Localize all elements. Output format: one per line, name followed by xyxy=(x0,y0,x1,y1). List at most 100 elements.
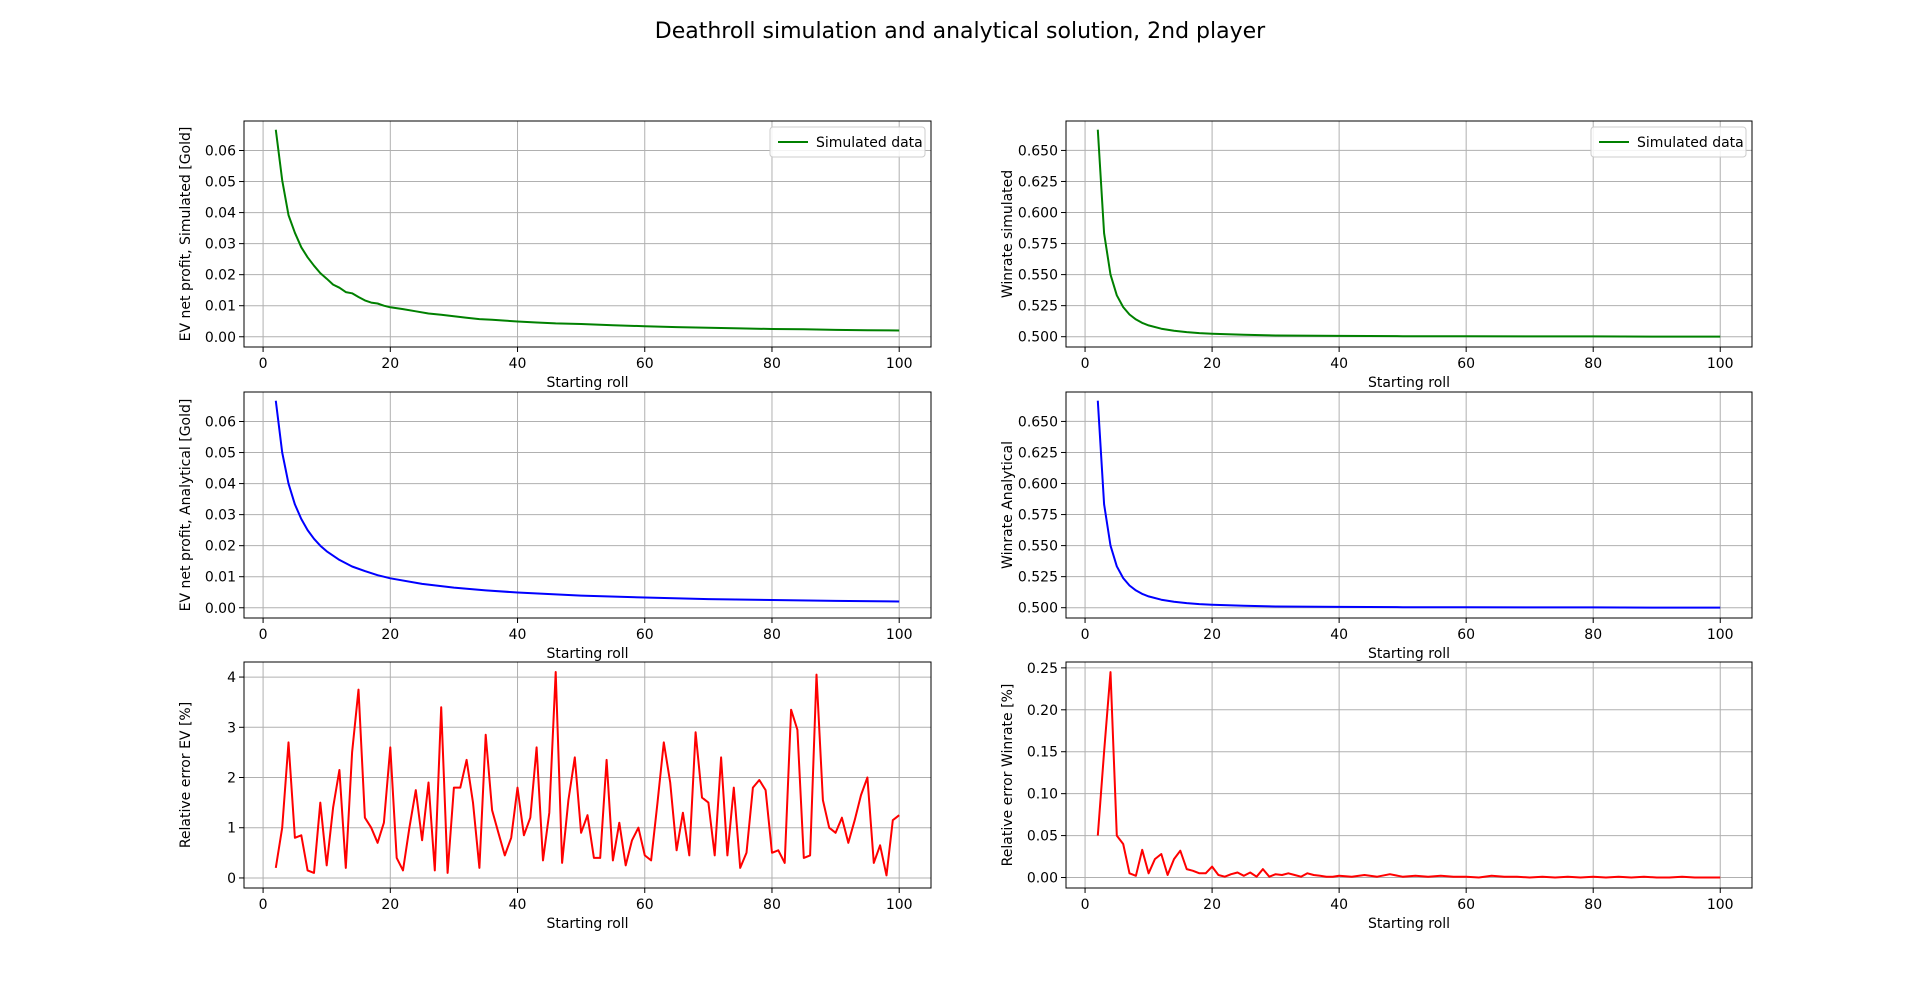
series-line-1 xyxy=(274,129,900,332)
y-tick-label: 0.00 xyxy=(1027,871,1058,887)
x-tick-label: 60 xyxy=(636,627,654,643)
y-tick-label: 0.06 xyxy=(205,414,236,430)
x-tick-label: 0 xyxy=(1081,897,1090,913)
plot-area xyxy=(244,121,931,347)
y-tick-label: 3 xyxy=(227,720,236,736)
x-tick-label: 80 xyxy=(763,897,781,913)
series-line-1 xyxy=(274,400,900,603)
x-axis-label: Starting roll xyxy=(1368,916,1450,932)
y-tick-label: 0.05 xyxy=(1027,829,1058,845)
x-tick-label: 20 xyxy=(1203,627,1221,643)
legend: Simulated data xyxy=(769,126,926,158)
y-axis-label: Relative error Winrate [%] xyxy=(1000,684,1016,867)
subplot-wr-err: 0 20 40 60 80 100 0.00 0.05 0.10 0.15 0.20 0.25 Star… xyxy=(1000,661,1753,932)
series-line-1 xyxy=(1096,671,1721,879)
y-tick-label: 0.00 xyxy=(205,601,236,617)
legend-box xyxy=(1590,126,1747,158)
y-tick-label: 0.02 xyxy=(205,539,236,555)
x-tick-label: 40 xyxy=(509,356,527,372)
axes-frame xyxy=(243,120,932,348)
x-tick-label: 20 xyxy=(381,627,399,643)
subplot-ev-sim: 0 20 40 60 80 100 0.00 0.01 0.02 0.03 0.04 0.05 0.06… xyxy=(178,120,932,391)
y-tick-label: 0.550 xyxy=(1018,539,1058,555)
y-tick-label: 0.575 xyxy=(1018,508,1058,524)
y-tick-label: 0.525 xyxy=(1018,570,1058,586)
series-line-1 xyxy=(1096,400,1721,609)
y-tick-label: 0 xyxy=(227,871,236,887)
y-tick-label: 0.02 xyxy=(205,268,236,284)
x-tick-label: 100 xyxy=(886,356,913,372)
x-tick-label: 40 xyxy=(509,897,527,913)
y-tick-label: 0.06 xyxy=(205,143,236,159)
y-tick-label: 0.625 xyxy=(1018,174,1058,190)
x-tick-label: 60 xyxy=(1457,627,1475,643)
x-tick-label: 0 xyxy=(259,627,268,643)
y-tick-label: 0.525 xyxy=(1018,299,1058,315)
series-line-1 xyxy=(274,671,900,877)
plot-area xyxy=(244,392,931,618)
y-tick-label: 0.650 xyxy=(1018,143,1058,159)
x-axis-label: Starting roll xyxy=(1368,646,1450,662)
x-tick-label: 0 xyxy=(259,897,268,913)
y-tick-label: 0.03 xyxy=(205,508,236,524)
y-tick-label: 0.05 xyxy=(205,175,236,191)
axes-frame xyxy=(1065,120,1753,348)
x-tick-label: 60 xyxy=(1457,356,1475,372)
subplot-ev-err: 0 20 40 60 80 100 0 1 2 3 4 Starting roll Relative e… xyxy=(178,661,932,932)
x-tick-label: 80 xyxy=(763,627,781,643)
y-tick-label: 0.500 xyxy=(1018,601,1058,617)
y-axis-label: EV net profit, Simulated [Gold] xyxy=(178,127,194,342)
y-tick-label: 0.00 xyxy=(205,330,236,346)
y-axis-label: Relative error EV [%] xyxy=(178,702,194,848)
legend-label: Simulated data xyxy=(1637,135,1744,151)
x-tick-label: 0 xyxy=(259,356,268,372)
x-tick-label: 100 xyxy=(886,897,913,913)
axes-frame xyxy=(1065,391,1753,619)
plot-area xyxy=(1066,121,1752,347)
y-tick-label: 0.500 xyxy=(1018,330,1058,346)
x-axis-label: Starting roll xyxy=(1368,375,1450,391)
y-tick-label: 4 xyxy=(227,670,236,686)
y-tick-label: 0.550 xyxy=(1018,268,1058,284)
x-axis-label: Starting roll xyxy=(546,916,628,932)
x-tick-label: 60 xyxy=(636,356,654,372)
y-tick-label: 0.625 xyxy=(1018,445,1058,461)
y-tick-label: 0.20 xyxy=(1027,703,1058,719)
legend-label: Simulated data xyxy=(816,135,923,151)
y-tick-label: 0.01 xyxy=(205,570,236,586)
x-tick-label: 80 xyxy=(1584,897,1602,913)
x-tick-label: 60 xyxy=(636,897,654,913)
y-tick-label: 0.05 xyxy=(205,446,236,462)
y-tick-label: 1 xyxy=(227,821,236,837)
subplot-grid: 0 20 40 60 80 1000.000.010.020.030.040.050.06… xyxy=(178,120,1753,932)
y-tick-label: 0.25 xyxy=(1027,661,1058,677)
x-tick-label: 0 xyxy=(1081,627,1090,643)
y-tick-label: 0.15 xyxy=(1027,745,1058,761)
legend-box xyxy=(769,126,926,158)
x-tick-label: 40 xyxy=(509,627,527,643)
x-tick-label: 40 xyxy=(1330,897,1348,913)
y-tick-label: 0.01 xyxy=(205,299,236,315)
x-tick-label: 20 xyxy=(381,897,399,913)
x-tick-label: 20 xyxy=(381,356,399,372)
x-tick-label: 100 xyxy=(1707,897,1734,913)
plot-area xyxy=(1066,392,1752,618)
series-line-1 xyxy=(1096,129,1721,338)
plot-area xyxy=(1066,662,1752,888)
x-tick-label: 60 xyxy=(1457,897,1475,913)
y-tick-label: 0.10 xyxy=(1027,787,1058,803)
x-tick-label: 100 xyxy=(1707,627,1734,643)
y-tick-label: 0.04 xyxy=(205,206,236,222)
x-tick-label: 80 xyxy=(1584,356,1602,372)
y-axis-label: EV net profit, Analytical [Gold] xyxy=(178,399,194,612)
x-axis-label: Starting roll xyxy=(546,375,628,391)
y-tick-label: 0.650 xyxy=(1018,414,1058,430)
x-tick-label: 0 xyxy=(1081,356,1090,372)
figure-title: Deathroll simulation and analytical solu… xyxy=(655,19,1266,44)
y-tick-label: 2 xyxy=(227,771,236,787)
x-axis-label: Starting roll xyxy=(546,646,628,662)
legend: Simulated data xyxy=(1590,126,1747,158)
y-tick-label: 0.03 xyxy=(205,237,236,253)
y-tick-label: 0.600 xyxy=(1018,206,1058,222)
